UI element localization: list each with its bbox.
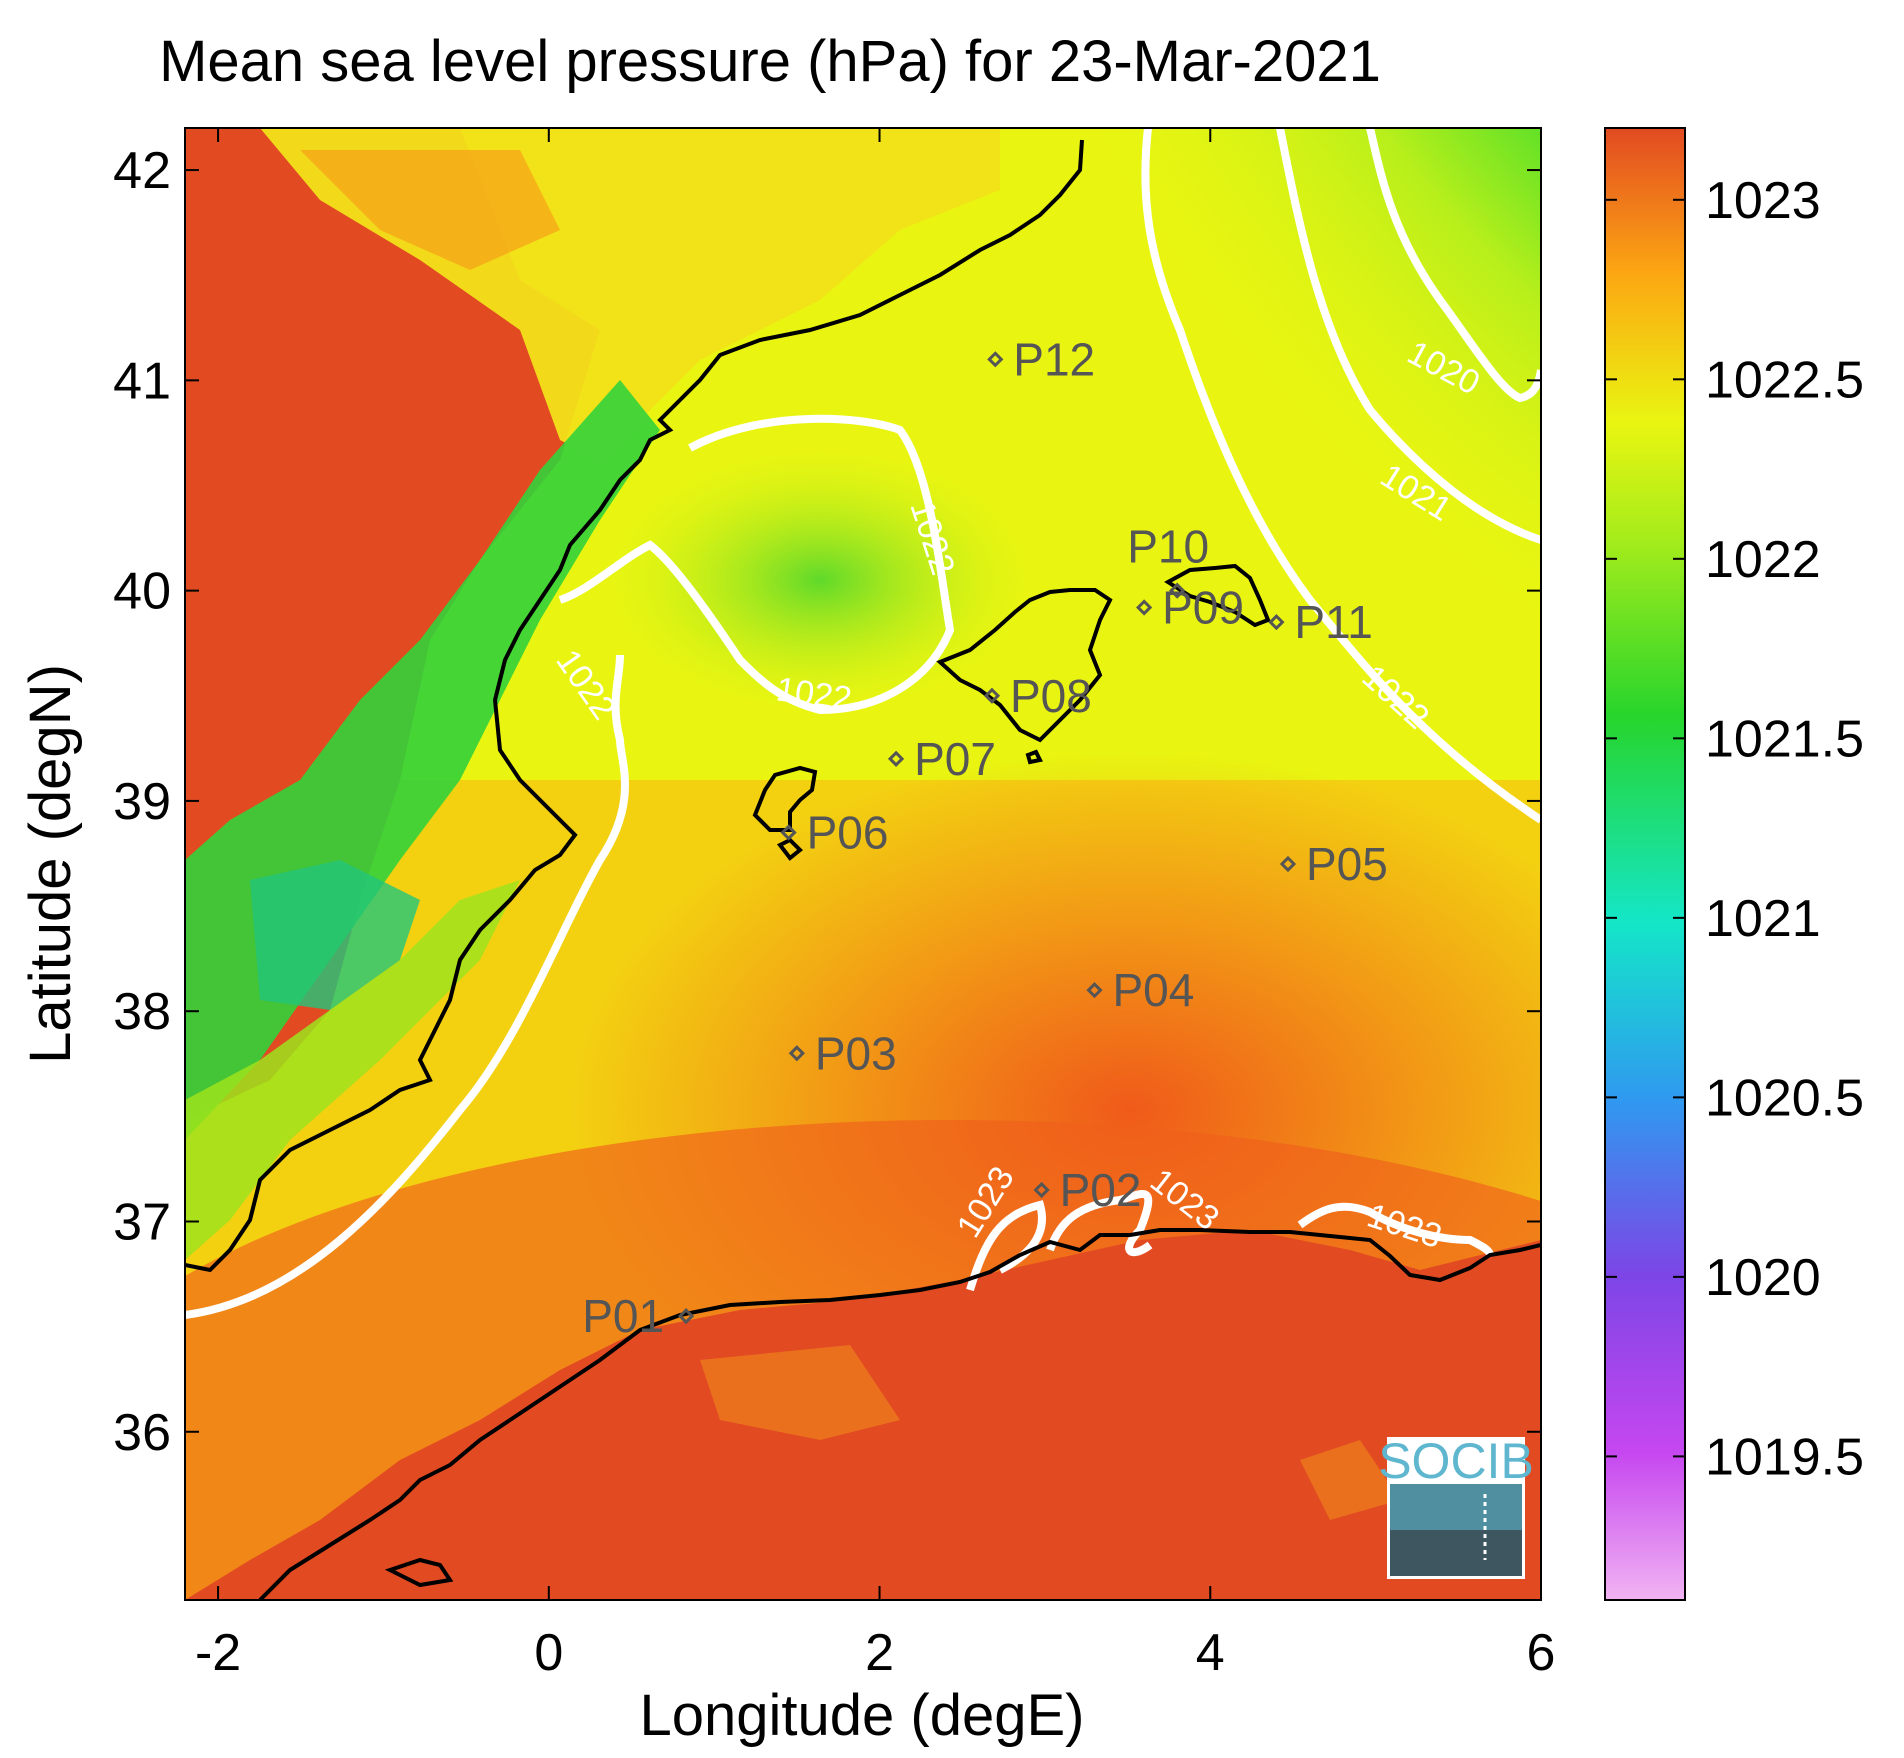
- y-tick-label: 40: [113, 563, 171, 621]
- plot-frame: [184, 127, 1542, 1601]
- station-p03: P03: [788, 1027, 897, 1079]
- station-p12: P12: [987, 333, 1095, 385]
- contour-1020: [1366, 128, 1541, 403]
- station-marker-icon: [1279, 855, 1297, 873]
- coast-morocco-inlet: [384, 1557, 454, 1588]
- socib-logo: SOCIB: [1378, 1433, 1534, 1579]
- chart-title: Mean sea level pressure (hPa) for 23-Mar…: [159, 29, 1381, 94]
- coast-iberia: [185, 139, 1084, 1273]
- station-label: P06: [807, 806, 889, 858]
- pressure-field: [185, 128, 1541, 1600]
- station-marker-icon: [1169, 582, 1186, 599]
- coastline: [185, 139, 1541, 1600]
- station-p06: P06: [780, 806, 889, 858]
- colorbar-tick-label: 1021.5: [1705, 710, 1864, 768]
- contour-1023-c: [1297, 1202, 1494, 1256]
- y-tick-label: 39: [113, 773, 171, 831]
- station-p08: P08: [983, 670, 1092, 722]
- coast-ibiza: [752, 765, 818, 832]
- coast-mallorca: [936, 588, 1113, 743]
- coast-africa: [258, 1228, 1541, 1600]
- station-p02: P02: [1033, 1164, 1142, 1216]
- station-markers: P01 P02 P03 P04 P05 P06 P07 P08 P09 P10 P11 P12: [582, 333, 1388, 1342]
- axes: -2 0 2 4 6 36 37 38 39 40 41 42: [113, 128, 1555, 1682]
- station-marker-icon: [780, 824, 797, 841]
- station-label: P02: [1060, 1164, 1142, 1216]
- pressure-contours: [185, 128, 1541, 1319]
- y-axis-label: Latitude (degN): [18, 664, 83, 1064]
- coast-menorca: [1164, 563, 1271, 628]
- y-tick-label: 42: [113, 142, 171, 200]
- x-tick-label: 6: [1527, 1624, 1556, 1682]
- colorbar-ticks: 1019.5 1020 1020.5 1021 1021.5 1022 1022.5 1023: [1605, 172, 1864, 1486]
- station-label: P12: [1013, 333, 1095, 385]
- y-tick-label: 37: [113, 1193, 171, 1251]
- station-marker-icon: [1135, 599, 1153, 616]
- contour-1022-ne: [1141, 128, 1541, 824]
- contour-1022-basin: [558, 414, 955, 715]
- y-tick-label: 36: [113, 1404, 171, 1462]
- station-label: P03: [815, 1027, 897, 1079]
- colorbar-tick-label: 1022: [1705, 531, 1821, 589]
- station-label: P09: [1162, 581, 1244, 633]
- x-tick-label: -2: [195, 1624, 241, 1682]
- station-p01: P01: [582, 1290, 695, 1342]
- contour-1021: [1276, 128, 1541, 544]
- station-label: P10: [1127, 521, 1209, 573]
- colorbar-tick-label: 1022.5: [1705, 351, 1864, 409]
- x-tick-label: 0: [534, 1624, 563, 1682]
- y-tick-label: 38: [113, 983, 171, 1041]
- colorbar-tick-label: 1021: [1705, 890, 1821, 948]
- colorbar-tick-label: 1023: [1705, 172, 1821, 230]
- station-p05: P05: [1279, 838, 1388, 890]
- x-axis-label: Longitude (degE): [640, 1683, 1085, 1748]
- x-tick-label: 4: [1196, 1624, 1225, 1682]
- station-label: P08: [1010, 670, 1092, 722]
- station-p04: P04: [1086, 964, 1195, 1016]
- station-p09: P09: [1135, 581, 1244, 633]
- station-marker-icon: [983, 687, 1001, 704]
- contour-1022-w: [185, 654, 629, 1319]
- station-marker-icon: [677, 1307, 695, 1325]
- y-tick-label: 41: [113, 352, 171, 410]
- station-label: P04: [1113, 964, 1195, 1016]
- x-tick-label: 2: [865, 1624, 894, 1682]
- station-label: P11: [1294, 596, 1372, 648]
- station-label: P01: [582, 1290, 664, 1342]
- station-marker-icon: [1268, 614, 1285, 631]
- logo-text: SOCIB: [1378, 1433, 1534, 1489]
- colorbar-tick-label: 1020.5: [1705, 1069, 1864, 1127]
- station-marker-icon: [987, 351, 1004, 368]
- contour-1023-b: [1046, 1190, 1153, 1257]
- station-label: P05: [1306, 838, 1388, 890]
- station-p11: P11: [1268, 596, 1373, 648]
- colorbar-tick-label: 1019.5: [1705, 1428, 1864, 1486]
- station-p10: P10: [1127, 521, 1209, 599]
- station-marker-icon: [1086, 982, 1103, 999]
- coast-cabrera: [1025, 749, 1043, 765]
- station-label: P07: [914, 733, 996, 785]
- station-marker-icon: [1033, 1181, 1050, 1199]
- colorbar-tick-label: 1020: [1705, 1249, 1821, 1307]
- colorbar: [1604, 127, 1686, 1601]
- coast-formentera: [776, 837, 803, 861]
- station-marker-icon: [887, 750, 905, 767]
- station-p07: P07: [887, 733, 996, 785]
- station-marker-icon: [788, 1045, 805, 1062]
